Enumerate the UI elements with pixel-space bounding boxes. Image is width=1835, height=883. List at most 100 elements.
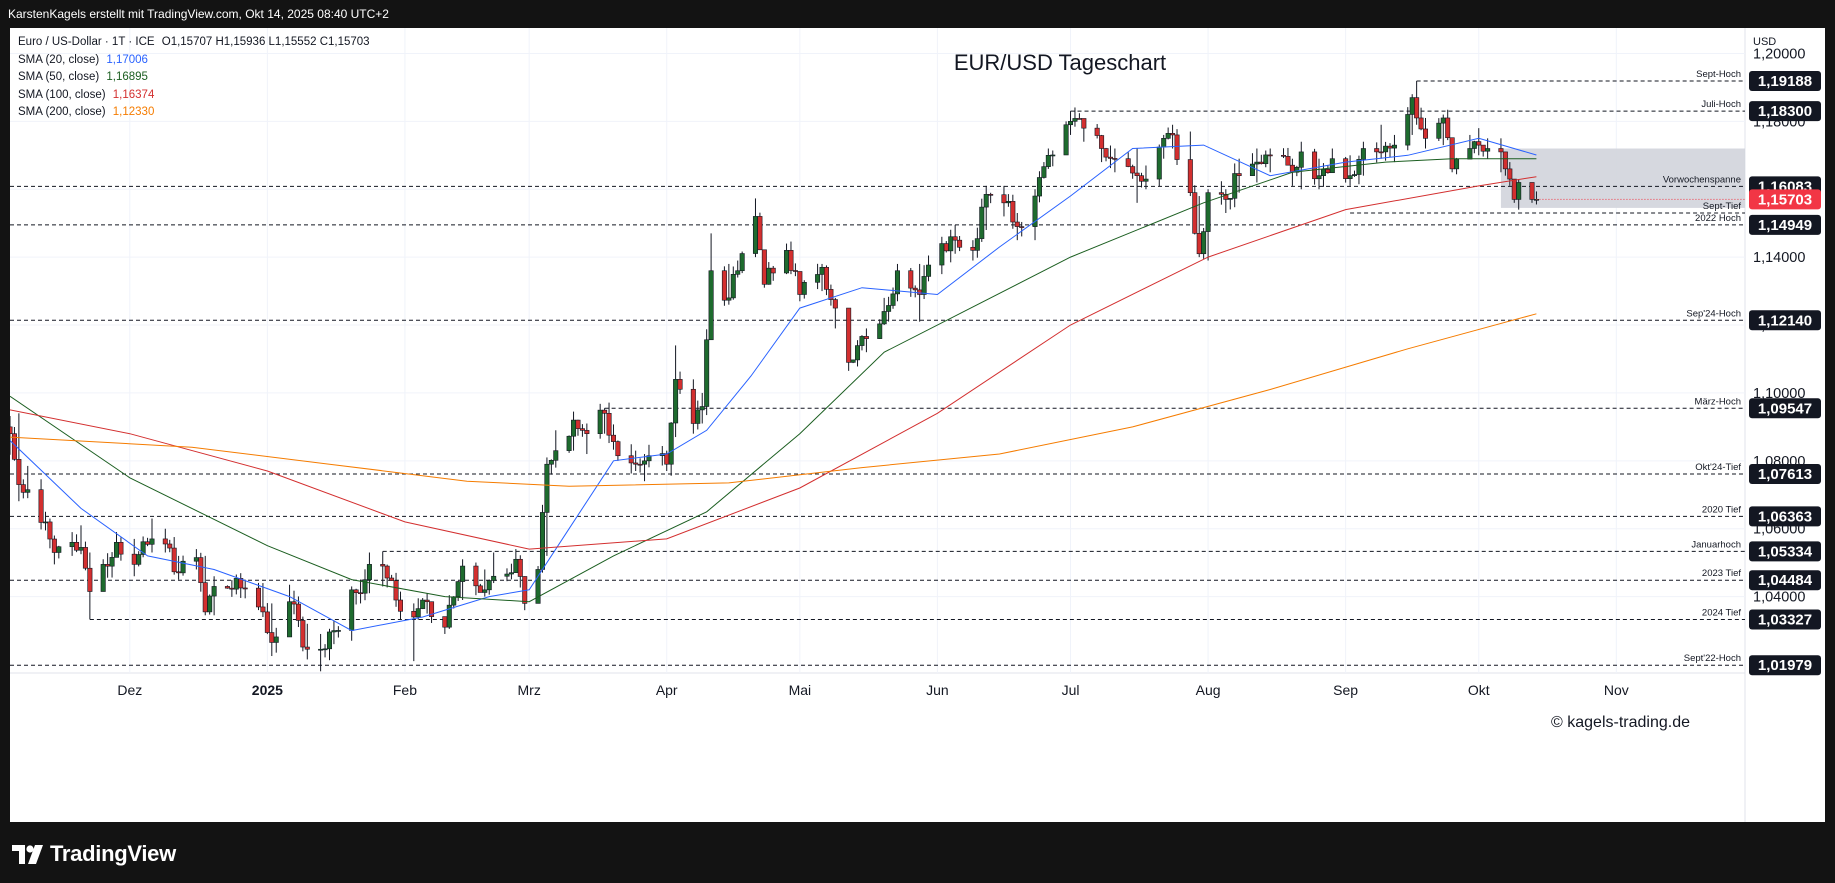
level-price-tag-text: 1,04484 [1758,572,1813,589]
candle-body [171,547,177,573]
legend-sma-100[interactable]: SMA (100, close) 1,16374 [18,87,370,105]
sma-line-1 [10,158,1537,603]
candle-body [411,610,417,618]
candle-body [1068,121,1074,126]
chart-svg[interactable]: 1,200001,180001,160001,140001,120001,100… [10,28,1825,822]
level-price-tag-bg [1749,463,1821,484]
candle-body [926,264,932,277]
candle-body [668,422,674,465]
candle-body [584,430,590,434]
candle-body [952,236,958,241]
watermark: © kagels-trading.de [1551,714,1690,731]
candle-body [442,616,448,628]
candle-body [229,587,235,590]
candle-body [1485,148,1491,152]
chart-panel[interactable]: 1,200001,180001,160001,140001,120001,100… [10,28,1825,822]
candle-body [25,489,31,493]
candle-body [255,587,261,608]
candle-body [819,267,825,275]
level-price-tag-bg [1749,398,1821,419]
level-label: 2020 Tief [1702,504,1741,515]
candle-body [118,542,124,555]
candle-body [988,194,994,196]
candle-body [477,585,483,593]
candle-body [832,299,838,309]
legend-sma-50[interactable]: SMA (50, close) 1,16895 [18,69,370,87]
candle-body [571,419,577,437]
candle-body [646,455,652,462]
y-tick-label: 1,04000 [1753,590,1805,606]
candle-body [1072,118,1078,122]
candle-body [380,564,386,567]
x-tick-label: Jul [1062,682,1080,698]
candle-body [295,603,301,621]
candle-body [1143,178,1149,182]
candle-body [211,586,217,597]
level-price-tag: 1,01979 [1749,655,1821,676]
candle-body [273,636,279,643]
legend-ohlc: O1,15707 H1,15936 L1,15552 C1,15703 [161,36,370,48]
last-price-tag-text: 1,15703 [1758,191,1812,208]
candle-body [1019,226,1025,228]
currency-label: USD [1753,36,1776,48]
legend-sma-200[interactable]: SMA (200, close) 1,12330 [18,104,370,122]
candle-body [797,271,803,295]
candle-body [176,571,182,574]
candle-body [695,409,701,424]
legend-sma-value: 1,16895 [106,71,148,83]
level-price-tag-bg [1749,609,1821,630]
candle-body [770,267,776,274]
candle-body [1476,141,1482,146]
candle-body [979,206,985,239]
candle-body [136,554,142,565]
candle-body [1325,169,1331,174]
candle-body [304,646,310,650]
candle-body [1387,145,1393,149]
candle-body [739,253,745,272]
candle-body [415,608,421,618]
candle-body [610,434,616,442]
level-price-tag-bg [1749,101,1821,122]
candle-body [145,541,151,545]
candle-body [1480,144,1486,152]
x-tick-label: Dez [117,682,142,698]
candle-body [1223,193,1229,200]
candle-body [673,379,679,424]
candle-body [1378,151,1384,154]
level-price-tag: 1,07613 [1749,463,1821,484]
candle-body [1170,133,1176,136]
x-tick-label: Mai [789,682,812,698]
level-label: 2024 Tief [1702,607,1741,618]
candle-body [1409,97,1415,115]
candle-body [1316,175,1322,180]
candle-body [730,274,736,299]
candle-body [939,243,945,266]
y-tick-label: 1,14000 [1753,250,1805,266]
candle-body [517,558,523,577]
candle-body [105,564,111,567]
candle-body [318,648,324,651]
candle-body [1454,158,1460,170]
candle-body [429,601,435,617]
legend-sma-label: SMA (20, close) [18,53,100,66]
candle-body [615,441,621,457]
legend-sma-20[interactable]: SMA (20, close) 1,17006 [18,52,370,70]
candle-body [20,484,26,493]
level-price-tag-text: 1,14949 [1758,217,1812,234]
candle-body [1063,124,1069,156]
candle-body [10,426,13,434]
candle-body [397,599,403,612]
candle-body [957,239,963,248]
candle-body [757,216,763,251]
candle-body [912,287,918,291]
level-price-tag-text: 1,12140 [1758,312,1812,329]
candle-body [1001,194,1007,204]
level-price-tag: 1,09547 [1749,398,1821,419]
legend-sma-label: SMA (50, close) [18,71,100,83]
candle-body [1254,161,1260,165]
candle-body [486,580,492,591]
candle-body [1041,166,1047,178]
candle-body [752,216,758,254]
chart-title: EUR/USD Tageschart [954,50,1166,75]
candle-body [140,541,146,555]
